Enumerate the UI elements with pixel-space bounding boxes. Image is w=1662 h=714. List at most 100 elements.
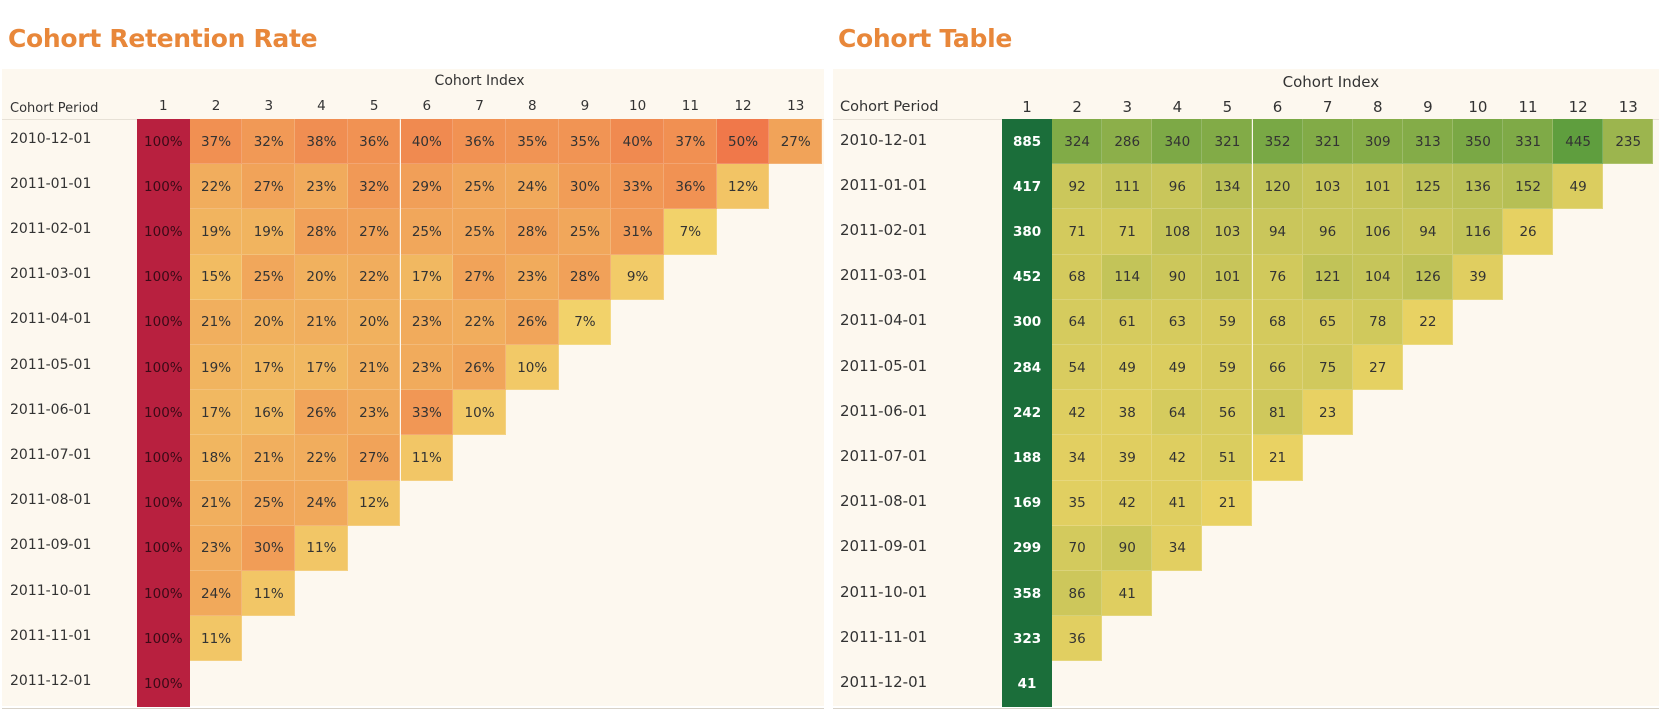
column-label: 12 xyxy=(734,98,752,114)
heatmap-cell: 100% xyxy=(137,616,190,662)
heatmap-cell: 15% xyxy=(189,254,243,300)
heatmap-cell: 380 xyxy=(1002,209,1053,255)
heatmap-cell: 17% xyxy=(295,345,348,391)
heatmap-cell: 7% xyxy=(558,299,612,345)
heatmap-cell: 37% xyxy=(189,119,243,165)
heatmap-cell: 18% xyxy=(189,435,243,481)
heatmap-cell: 23% xyxy=(400,299,454,345)
heatmap-cell: 7% xyxy=(664,209,717,255)
column-label: 2 xyxy=(211,98,221,114)
row-label: 2011-01-01 xyxy=(840,175,928,194)
row-label: 2011-01-01 xyxy=(10,175,92,192)
heatmap-cell: 300 xyxy=(1002,299,1053,345)
heatmap-cell: 20% xyxy=(242,299,296,345)
heatmap-cell: 42 xyxy=(1152,435,1203,481)
heatmap-cell: 108 xyxy=(1152,209,1203,255)
heatmap-cell: 39 xyxy=(1452,254,1503,300)
chart-title: Cohort Table xyxy=(838,24,1013,53)
heatmap-cell: 100% xyxy=(137,661,190,707)
row-label: 2010-12-01 xyxy=(840,130,928,149)
heatmap-cell: 86 xyxy=(1052,571,1103,617)
heatmap-cell: 284 xyxy=(1002,345,1053,391)
column-label: 6 xyxy=(422,98,432,114)
heatmap-cell: 30% xyxy=(242,525,296,571)
heatmap-cell: 321 xyxy=(1302,119,1353,165)
heatmap-cell: 70 xyxy=(1052,525,1103,571)
row-label: 2011-12-01 xyxy=(840,673,928,691)
heatmap-cell: 31% xyxy=(611,209,664,255)
heatmap-cell: 17% xyxy=(189,390,243,436)
heatmap-cell: 114 xyxy=(1102,254,1153,300)
heatmap-cell: 25% xyxy=(453,209,506,255)
chart-title: Cohort Retention Rate xyxy=(8,24,318,53)
heatmap-cell: 24% xyxy=(295,480,348,526)
row-label: 2011-07-01 xyxy=(10,447,92,463)
heatmap-cell: 90 xyxy=(1102,525,1153,571)
heatmap-cell: 100% xyxy=(137,254,190,300)
row-label: 2011-05-01 xyxy=(10,356,92,373)
heatmap-cell: 20% xyxy=(295,254,348,300)
cohort-table-panel: Cohort Table Cohort Index Cohort Period 1 2 3… xyxy=(830,0,1662,714)
heatmap-cell: 169 xyxy=(1002,480,1053,526)
heatmap-cell: 25% xyxy=(242,480,296,526)
heatmap-cell: 116 xyxy=(1452,209,1503,255)
heatmap-cell: 286 xyxy=(1102,119,1153,165)
row-label: 2011-02-01 xyxy=(840,221,928,239)
heatmap-cell: 100% xyxy=(137,299,190,345)
heatmap-cell: 331 xyxy=(1503,119,1554,165)
heatmap-cell: 23% xyxy=(347,390,401,436)
heatmap-cell: 340 xyxy=(1152,119,1203,165)
heatmap-cell: 120 xyxy=(1252,164,1303,210)
heatmap-cell: 23 xyxy=(1302,390,1353,436)
heatmap-cell: 27 xyxy=(1352,345,1403,391)
column-label: 3 xyxy=(264,98,274,114)
heatmap-cell: 78 xyxy=(1352,299,1403,345)
heatmap-cell: 25% xyxy=(558,209,612,255)
heatmap-cell: 23% xyxy=(295,164,348,210)
heatmap-cell: 25% xyxy=(242,254,296,300)
heatmap-cell: 21% xyxy=(189,480,243,526)
heatmap-cell: 68 xyxy=(1252,299,1303,345)
row-label: 2011-10-01 xyxy=(10,582,92,599)
heatmap-cell: 38% xyxy=(295,119,348,165)
heatmap-cell: 32% xyxy=(242,119,296,165)
heatmap-cell: 68 xyxy=(1052,254,1103,300)
row-label: 2011-09-01 xyxy=(840,537,928,556)
heatmap-cell: 21 xyxy=(1252,435,1303,481)
heatmap-cell: 104 xyxy=(1352,254,1403,300)
heatmap-cell: 61 xyxy=(1102,299,1153,345)
retention-rate-panel: Cohort Retention Rate Cohort Index Cohort … xyxy=(0,0,830,714)
column-label: 11 xyxy=(681,98,699,114)
heatmap-cell: 54 xyxy=(1052,345,1103,391)
column-label: 9 xyxy=(580,98,590,114)
x-axis-title: Cohort Index xyxy=(1282,73,1380,91)
heatmap-cell: 452 xyxy=(1002,254,1053,300)
column-label: 11 xyxy=(1518,98,1538,116)
heatmap-cell: 94 xyxy=(1252,209,1303,255)
row-label: 2011-03-01 xyxy=(840,266,928,285)
bottom-rule xyxy=(833,707,1659,709)
row-label: 2011-07-01 xyxy=(840,447,928,465)
row-label: 2011-04-01 xyxy=(840,311,928,330)
heatmap-cell: 10% xyxy=(505,345,559,391)
row-label: 2011-02-01 xyxy=(10,221,92,237)
heatmap-cell: 885 xyxy=(1002,119,1053,165)
heatmap-cell: 21 xyxy=(1202,480,1253,526)
heatmap-cell: 27% xyxy=(242,164,296,210)
heatmap-cell: 22% xyxy=(189,164,243,210)
heatmap-cell: 41 xyxy=(1102,571,1153,617)
column-label: 10 xyxy=(1468,98,1488,116)
heatmap-cell: 30% xyxy=(558,164,612,210)
row-label: 2011-09-01 xyxy=(10,537,92,554)
row-label: 2011-11-01 xyxy=(10,627,92,644)
heatmap-cell: 59 xyxy=(1202,345,1253,391)
heatmap-cell: 22 xyxy=(1402,299,1453,345)
column-label: 13 xyxy=(1618,98,1638,116)
heatmap-cell: 23% xyxy=(505,254,559,300)
heatmap-cell: 136 xyxy=(1452,164,1503,210)
column-label: 7 xyxy=(1322,98,1333,116)
heatmap-cell: 56 xyxy=(1202,390,1253,436)
heatmap-cell: 26% xyxy=(453,345,506,391)
column-label: 7 xyxy=(475,98,484,114)
heatmap-cell: 101 xyxy=(1352,164,1403,210)
